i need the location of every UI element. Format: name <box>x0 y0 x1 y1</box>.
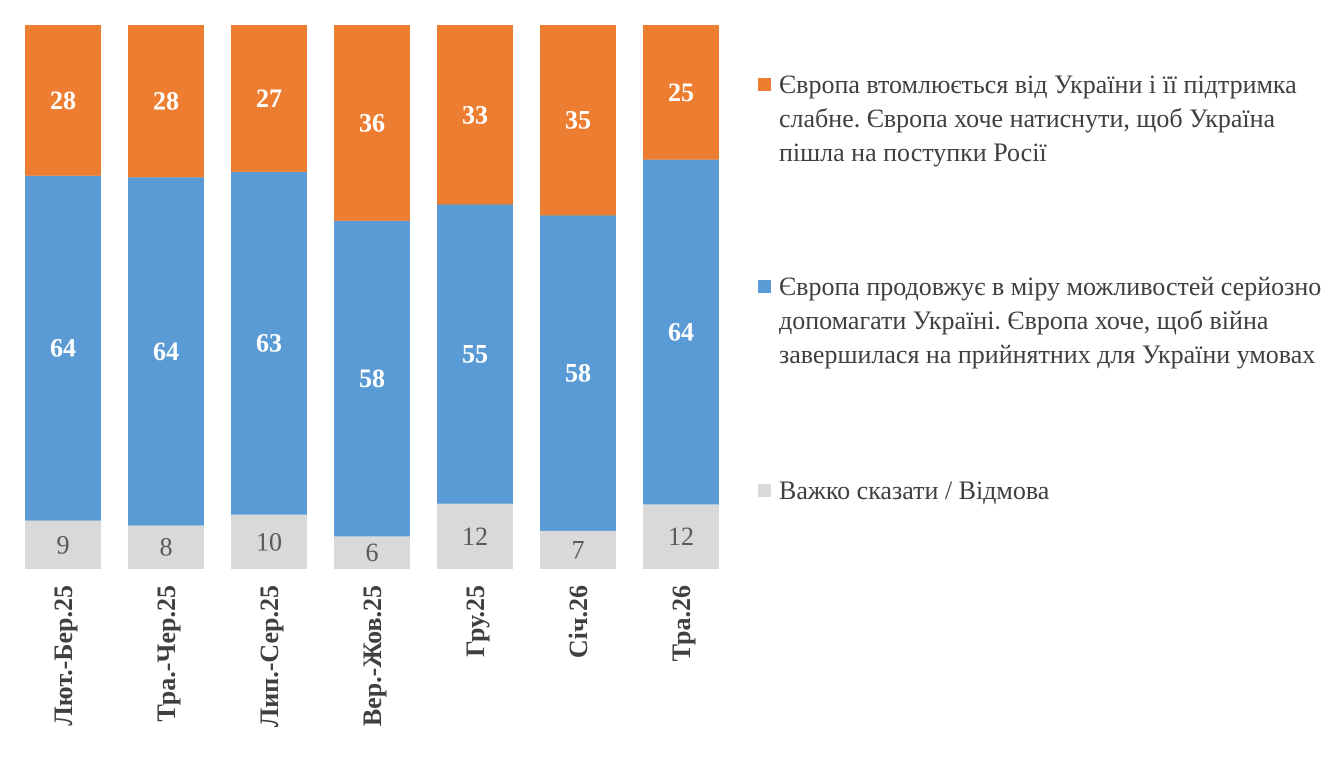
bar-segment-s2-c5 <box>540 25 616 216</box>
data-label-s1-c6: 64 <box>668 318 694 347</box>
bar-segment-s0-c4 <box>437 503 513 569</box>
data-label-s1-c0: 64 <box>50 334 76 363</box>
legend-swatch-0 <box>758 78 771 91</box>
data-label-s0-c3: 6 <box>366 538 379 567</box>
bar-segment-s1-c6 <box>643 159 719 505</box>
category-label-6: Тра.26 <box>667 585 696 661</box>
bar-segment-s1-c4 <box>437 204 513 504</box>
data-label-s2-c0: 28 <box>50 86 76 115</box>
data-label-s2-c1: 28 <box>153 87 179 116</box>
data-label-s0-c2: 10 <box>256 527 282 556</box>
bar-segment-s2-c2 <box>231 25 307 172</box>
bars-group <box>25 25 719 569</box>
data-label-s0-c6: 12 <box>668 522 694 551</box>
bar-segment-s2-c4 <box>437 25 513 205</box>
bar-segment-s0-c1 <box>128 525 204 569</box>
bar-segment-s0-c5 <box>540 530 616 569</box>
category-labels-group: Лют.-Бер.25 Тра.-Чер.25 Лип.-Сер.25 Вер.-Жо… <box>49 585 696 727</box>
legend-label-1: Європа продовжує в міру можливостей серй… <box>779 272 1322 369</box>
category-label-0: Лют.-Бер.25 <box>49 585 78 726</box>
legend-swatch-2 <box>758 484 771 497</box>
category-label-4: Гру.25 <box>461 585 490 657</box>
bar-segment-s2-c3 <box>334 25 410 221</box>
data-label-s0-c4: 12 <box>462 522 488 551</box>
bar-segment-s0-c3 <box>334 536 410 569</box>
bar-segment-s1-c0 <box>25 175 101 521</box>
legend-swatch-1 <box>758 280 771 293</box>
bar-segment-s0-c6 <box>643 504 719 569</box>
data-label-s0-c0: 9 <box>57 530 70 559</box>
legend-item-0: Європа втомлюється від України і її підт… <box>758 68 1338 188</box>
bar-segment-s2-c0 <box>25 25 101 176</box>
bar-segment-s1-c3 <box>334 220 410 537</box>
category-label-1: Тра.-Чер.25 <box>152 585 181 722</box>
bar-segment-s1-c2 <box>231 171 307 515</box>
category-label-3: Вер.-Жов.25 <box>358 585 387 726</box>
data-labels-group: 9 64 28 8 64 28 10 63 27 6 58 36 12 55 33 7 58 35 12 64 25 <box>50 78 694 567</box>
data-label-s2-c3: 36 <box>359 108 385 137</box>
data-label-s1-c5: 58 <box>565 359 591 388</box>
category-label-2: Лип.-Сер.25 <box>255 585 284 727</box>
data-label-s0-c1: 8 <box>160 533 173 562</box>
data-label-s2-c2: 27 <box>256 84 282 113</box>
data-label-s1-c4: 55 <box>462 340 488 369</box>
bar-segment-s1-c1 <box>128 177 204 526</box>
bar-segment-s0-c0 <box>25 520 101 569</box>
data-label-s2-c5: 35 <box>565 106 591 135</box>
legend-item-2: Важко сказати / Відмова <box>758 474 1338 514</box>
bar-segment-s0-c2 <box>231 514 307 569</box>
bar-segment-s1-c5 <box>540 215 616 531</box>
data-label-s2-c4: 33 <box>462 100 488 129</box>
data-label-s0-c5: 7 <box>572 535 585 564</box>
legend-label-2: Важко сказати / Відмова <box>779 476 1050 505</box>
data-label-s1-c1: 64 <box>153 337 179 366</box>
data-label-s1-c3: 58 <box>359 364 385 393</box>
bar-segment-s2-c6 <box>643 25 719 160</box>
bar-segment-s2-c1 <box>128 25 204 178</box>
legend-label-0: Європа втомлюється від України і її підт… <box>779 70 1297 167</box>
data-label-s2-c6: 25 <box>668 78 694 107</box>
category-label-5: Січ.26 <box>564 585 593 658</box>
legend-item-1: Європа продовжує в міру можливостей серй… <box>758 270 1338 410</box>
data-label-s1-c2: 63 <box>256 329 282 358</box>
